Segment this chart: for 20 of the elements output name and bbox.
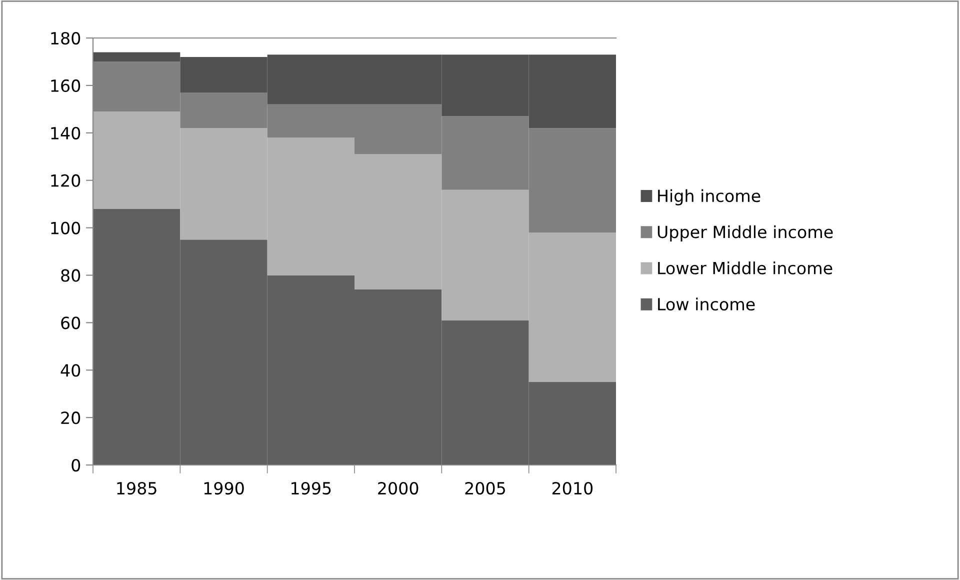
y-tick-label: 60: [61, 316, 80, 330]
y-tick-label: 0: [72, 458, 80, 472]
x-tick-label: 2010: [552, 482, 593, 495]
x-tick-label: 1995: [292, 482, 331, 495]
legend-label: High income: [658, 189, 760, 206]
y-tick-label: 120: [51, 174, 80, 187]
x-tick-label: 1985: [117, 482, 156, 495]
y-tick-label: 20: [61, 412, 80, 424]
x-tick-label: 2000: [378, 482, 418, 495]
x-tick-label: 1990: [204, 482, 244, 495]
y-tick-label: 160: [51, 79, 80, 92]
y-tick-label: 40: [60, 364, 80, 377]
y-tick-label: 80: [61, 269, 80, 282]
legend-label: Upper Middle income: [658, 225, 833, 242]
y-tick-label: 180: [51, 32, 80, 45]
x-tick-label: 2005: [465, 482, 505, 495]
legend-label: Low income: [658, 298, 755, 311]
y-tick-label: 100: [51, 222, 80, 234]
y-tick-label: 140: [51, 126, 80, 140]
legend-label: Lower Middle income: [658, 262, 832, 274]
